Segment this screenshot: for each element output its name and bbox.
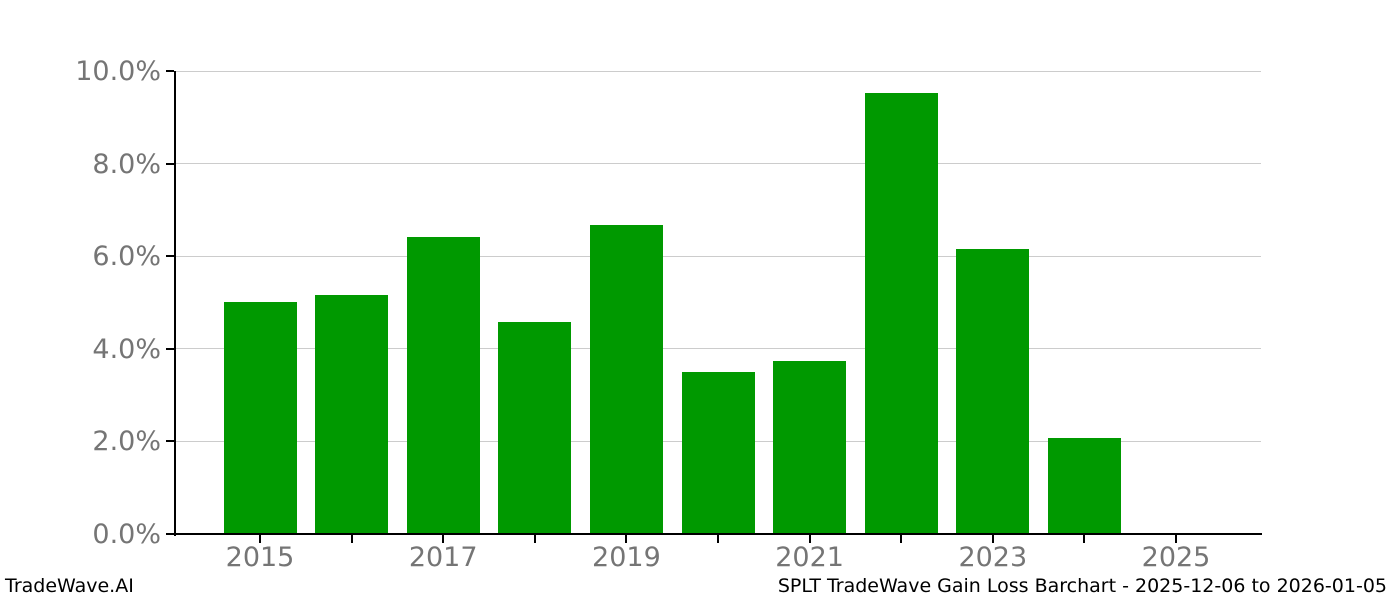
- x-tick-2021: [808, 535, 811, 543]
- bar-2023: [956, 248, 1030, 534]
- x-axis-spine: [173, 533, 1262, 535]
- y-tick-label-4pct: 4.0%: [92, 333, 161, 365]
- y-axis-spine: [173, 71, 176, 536]
- x-tick-2024: [1083, 535, 1086, 543]
- bar-2020: [681, 371, 755, 534]
- y-tick-label-6pct: 6.0%: [92, 241, 161, 273]
- bar-2016: [315, 294, 389, 534]
- y-tick-10pct: [166, 70, 174, 72]
- bar-2022: [864, 92, 938, 534]
- x-tick-label-2017: 2017: [408, 542, 478, 573]
- y-tick-label-0pct: 0.0%: [92, 519, 161, 550]
- bar-2024: [1047, 438, 1121, 534]
- y-tick-2pct: [166, 440, 174, 443]
- x-tick-label-2025: 2025: [1141, 542, 1211, 573]
- bar-2018: [498, 321, 572, 534]
- bar-2017: [406, 237, 480, 534]
- x-tick-label-2023: 2023: [958, 542, 1028, 573]
- x-tick-2018: [533, 535, 536, 543]
- x-tick-label-2019: 2019: [592, 542, 661, 573]
- x-tick-2015: [259, 535, 261, 543]
- bar-2019: [589, 224, 663, 534]
- x-tick-2020: [717, 535, 719, 543]
- x-tick-label-2021: 2021: [775, 542, 844, 573]
- chart-title: SPLT TradeWave Gain Loss Barchart - 2025…: [777, 575, 1387, 597]
- bar-2015: [223, 301, 297, 534]
- y-tick-8pct: [166, 162, 174, 165]
- watermark-tradewave-ai: TradeWave.AI: [5, 575, 134, 597]
- y-tick-label-8pct: 8.0%: [92, 148, 161, 180]
- x-tick-2023: [991, 535, 994, 543]
- y-tick-label-10pct: 10.0%: [75, 56, 161, 87]
- y-tick-6pct: [166, 255, 174, 258]
- y-tick-0pct: [166, 533, 174, 535]
- x-tick-2017: [442, 535, 445, 543]
- y-tick-label-2pct: 2.0%: [92, 426, 161, 458]
- x-tick-2025: [1175, 535, 1177, 543]
- x-tick-2019: [625, 535, 628, 543]
- bar-2021: [773, 360, 847, 534]
- gridline-4pct: [175, 348, 1261, 350]
- gridline-8pct: [175, 163, 1261, 165]
- x-tick-2022: [900, 535, 903, 543]
- x-tick-label-2015: 2015: [225, 542, 295, 573]
- x-tick-2016: [350, 535, 353, 543]
- gridline-10pct: [175, 70, 1261, 72]
- gridline-6pct: [175, 255, 1261, 257]
- y-tick-4pct: [166, 347, 174, 350]
